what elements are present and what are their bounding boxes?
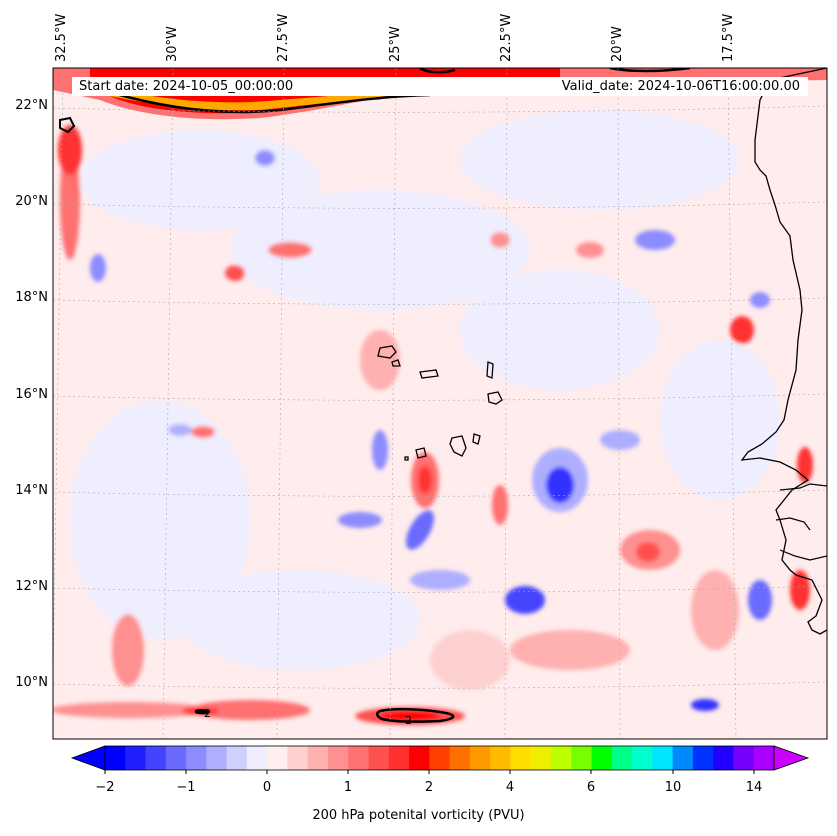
lat-label-12n: 12°N xyxy=(15,579,48,594)
date-info-box: Start date: 2024-10-05_00:00:00 Valid_da… xyxy=(72,77,808,96)
colorbar-tick-3: 1 xyxy=(343,780,353,795)
lon-label-30w: 30°W xyxy=(165,26,180,62)
pv-patches xyxy=(53,110,813,725)
colorbar-frame xyxy=(104,745,775,771)
lon-label-20w: 20°W xyxy=(610,26,625,62)
colorbar-swatch xyxy=(186,746,207,770)
colorbar-swatch xyxy=(165,746,187,770)
pv-field xyxy=(53,68,827,739)
colorbar-tick-0: −2 xyxy=(95,780,115,795)
colorbar-swatch xyxy=(692,746,714,770)
colorbar-swatch xyxy=(551,746,572,770)
colorbar-swatch xyxy=(105,746,126,770)
colorbar-swatch xyxy=(753,746,775,770)
lon-label-25w: 25°W xyxy=(388,26,403,62)
lat-label-20n: 20°N xyxy=(15,194,48,209)
colorbar-swatch xyxy=(530,746,552,770)
contour-label-1: 2 xyxy=(204,707,211,720)
colorbar-label: 200 hPa potenital vorticity (PVU) xyxy=(312,808,525,823)
colorbar-swatch xyxy=(328,746,349,770)
colorbar-swatch xyxy=(611,746,633,770)
colorbar-swatch xyxy=(733,746,755,770)
colorbar-swatch xyxy=(246,746,268,770)
pv-contour-2-west xyxy=(195,708,210,715)
colorbar-swatch xyxy=(571,746,593,770)
colorbar-tick-1: −1 xyxy=(176,780,196,795)
colorbar-swatch xyxy=(348,746,370,770)
colorbar-swatch xyxy=(226,746,248,770)
colorbar-swatch xyxy=(672,746,694,770)
pv-contour-2-south xyxy=(376,707,455,723)
colorbar-tick-2: 0 xyxy=(262,780,272,795)
colorbar-swatch xyxy=(206,746,228,770)
colorbar-tick-6: 6 xyxy=(586,780,596,795)
lat-label-18n: 18°N xyxy=(15,290,48,305)
valid-date-text: Valid_date: 2024-10-06T16:00:00.00 xyxy=(561,79,800,94)
colorbar-swatch xyxy=(125,746,147,770)
colorbar-tick-4: 2 xyxy=(424,780,434,795)
lat-label-14n: 14°N xyxy=(15,483,48,498)
colorbar-swatch xyxy=(652,746,674,770)
cape-verde-islands xyxy=(377,345,503,461)
lon-label-17-5w: 17.5°W xyxy=(721,13,736,62)
colorbar-extend-max xyxy=(773,745,810,771)
colorbar-swatch xyxy=(449,746,471,770)
colorbar-swatch xyxy=(368,746,390,770)
colorbar-swatch xyxy=(409,746,430,770)
lon-label-22-5w: 22.5°W xyxy=(499,13,514,62)
lon-label-27-5w: 27.5°W xyxy=(276,13,291,62)
graticule xyxy=(53,68,827,739)
colorbar-swatch xyxy=(388,746,410,770)
africa-coastline xyxy=(740,68,827,635)
colorbar-swatch xyxy=(510,746,532,770)
colorbar-swatch xyxy=(307,746,329,770)
colorbar-extend-min xyxy=(70,745,106,771)
colorbar-swatch xyxy=(145,746,167,770)
colorbar-swatch xyxy=(490,746,511,770)
colorbar-swatch xyxy=(591,746,613,770)
colorbar-swatch xyxy=(267,746,288,770)
colorbar-swatch xyxy=(287,746,309,770)
lat-label-10n: 10°N xyxy=(15,675,48,690)
colorbar-tick-7: 10 xyxy=(664,780,682,795)
lat-label-22n: 22°N xyxy=(15,98,48,113)
colorbar xyxy=(70,745,810,774)
colorbar-swatch xyxy=(713,746,734,770)
start-date-text: Start date: 2024-10-05_00:00:00 xyxy=(79,79,294,94)
colorbar-swatch xyxy=(429,746,451,770)
lon-label-32-5w: 32.5°W xyxy=(54,13,69,62)
lat-label-16n: 16°N xyxy=(15,387,48,402)
map-frame xyxy=(52,67,828,740)
colorbar-tick-8: 14 xyxy=(745,780,763,795)
colorbar-swatch xyxy=(469,746,491,770)
colorbar-swatch xyxy=(632,746,653,770)
contour-label-2: 2 xyxy=(405,714,412,727)
colorbar-tick-5: 4 xyxy=(505,780,515,795)
